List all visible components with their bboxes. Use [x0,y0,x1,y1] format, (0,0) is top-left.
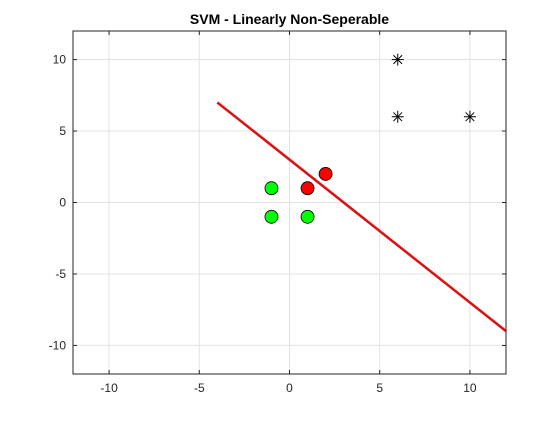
data-point-asterisk [391,53,404,66]
data-points-layer [264,53,476,224]
asterisk-stroke [465,112,475,122]
decision-boundary-layer [216,101,507,333]
x-tick-label: 0 [286,381,293,395]
x-tick-label: -5 [194,381,205,395]
decision-boundary-line [216,101,507,333]
data-point-circle-series-1 [318,167,333,181]
y-tick-label: 10 [53,53,67,67]
y-tick-label: 5 [59,124,66,138]
x-tick-label: -10 [100,381,118,395]
axis-ticks: -10 -5 0 5 10 -10 -5 0 5 10 [49,31,506,395]
data-point-circle-series-0 [264,209,279,224]
data-point-circle-series-1 [300,181,315,196]
chart-title: SVM - Linearly Non-Seperable [190,11,389,27]
x-tick-label: 10 [463,381,477,395]
x-tick-label: 5 [376,381,383,395]
data-point-asterisk [391,110,404,123]
y-tick-label: -10 [49,338,67,352]
data-point-circle-series-0 [300,209,315,224]
y-tick-label: -5 [55,267,66,281]
asterisk-stroke [393,54,403,65]
y-tick-label: 0 [59,196,66,210]
asterisk-stroke [393,112,403,122]
data-point-circle-series-0 [264,181,279,196]
data-point-asterisk [463,110,476,123]
